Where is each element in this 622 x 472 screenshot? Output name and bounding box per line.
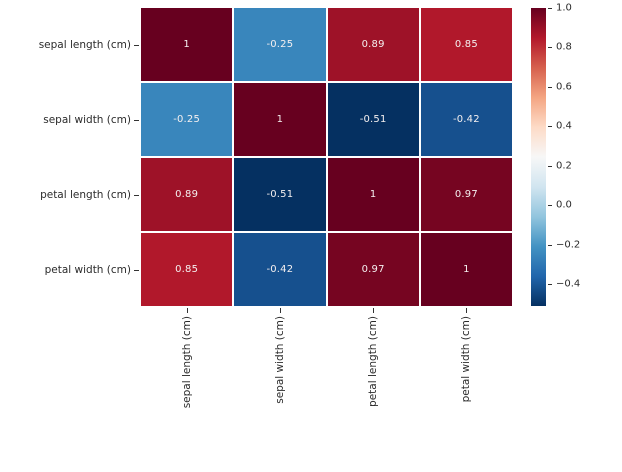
heatmap-cell: 0.89 [141,158,233,231]
x-tick-mark [186,308,188,313]
y-axis-label: petal width (cm) [44,263,131,276]
colorbar-tick-label: 0.0 [556,199,572,211]
y-axis-label: sepal length (cm) [38,38,131,51]
cell-value: 0.85 [454,39,478,50]
colorbar-tick-mark [548,165,552,167]
cell-value: 0.97 [361,264,385,275]
heatmap-cell: -0.25 [234,8,326,81]
heatmap-cell: 0.85 [141,233,233,306]
cell-value: -0.25 [266,39,294,50]
x-axis-label: sepal width (cm) [273,316,286,404]
colorbar-tick-label: 0.4 [556,120,572,132]
cell-value: 0.85 [175,264,199,275]
y-axis-label: petal length (cm) [40,188,131,201]
y-axis-label: sepal width (cm) [43,113,131,126]
cell-value: 1 [463,264,470,275]
cell-value: -0.42 [452,114,480,125]
cell-value: -0.51 [266,189,294,200]
colorbar-tick-mark [548,205,552,207]
cell-value: -0.42 [266,264,294,275]
heatmap-cell: -0.51 [234,158,326,231]
heatmap-cell: 0.97 [420,158,512,231]
colorbar-tick-mark [548,86,552,88]
cell-value: 0.89 [361,39,385,50]
x-axis-label: sepal length (cm) [180,316,193,409]
cell-value: -0.51 [359,114,387,125]
y-tick-mark [134,269,139,271]
heatmap-cell: -0.42 [420,83,512,156]
colorbar-tick-mark [548,8,552,9]
heatmap-cell: 1 [141,8,233,81]
colorbar-tick-mark [548,126,552,128]
heatmap-grid: 1 -0.25 0.89 0.85 -0.25 1 -0.51 -0.42 0.89 -0.51 1… [141,8,512,306]
x-axis-label: petal length (cm) [367,316,380,407]
heatmap-cell: 1 [234,83,326,156]
x-tick-mark [466,308,468,313]
colorbar-tick-mark [548,284,552,286]
colorbar-tick-label: −0.2 [556,239,581,251]
cell-value: 1 [276,114,284,125]
cell-value: -0.25 [173,114,201,125]
colorbar-tick-label: −0.4 [556,278,581,290]
y-tick-mark [134,44,139,46]
cell-value: 0.89 [175,189,199,200]
heatmap-cell: -0.25 [141,83,233,156]
heatmap-cell: -0.42 [234,233,326,306]
colorbar-tick-mark [548,47,552,49]
colorbar-tick-label: 0.8 [556,41,572,53]
cell-value: 0.97 [454,189,478,200]
colorbar-tick-label: 0.6 [556,81,572,93]
heatmap-cell: 0.89 [327,8,419,81]
heatmap-cell: 1 [327,158,419,231]
heatmap-cell: 0.97 [327,233,419,306]
x-tick-mark [373,308,375,313]
cell-value: 1 [183,39,190,50]
colorbar-tick-label: 1.0 [556,2,572,14]
y-tick-mark [134,194,139,196]
colorbar-tick-mark [548,244,552,246]
cell-value: 1 [369,189,377,200]
heatmap-cell: 0.85 [420,8,512,81]
colorbar [531,8,546,306]
x-tick-mark [279,308,281,313]
colorbar-tick-label: 0.2 [556,160,572,172]
x-axis-label: petal width (cm) [460,316,473,403]
heatmap-cell: -0.51 [327,83,419,156]
y-tick-mark [134,119,139,121]
heatmap-cell: 1 [420,233,512,306]
